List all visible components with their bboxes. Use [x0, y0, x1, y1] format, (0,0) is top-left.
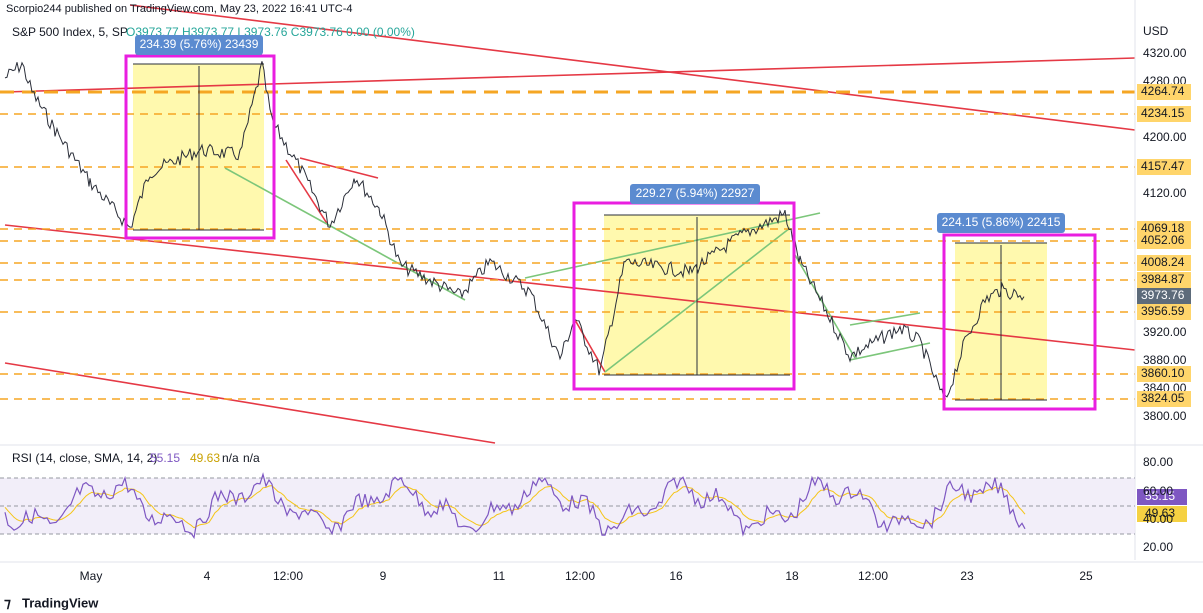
price-tick-label: 3920.00	[1143, 325, 1187, 339]
level-badge	[1137, 84, 1191, 100]
time-tick-label: 12:00	[858, 569, 888, 583]
footer-logo: TradingView	[22, 595, 99, 610]
na: n/a	[222, 451, 239, 465]
rsi-tick-label: 60.00	[1143, 484, 1173, 498]
level-label: 3956.59	[1141, 304, 1185, 318]
rsi-badge-text: 55.15	[1145, 489, 1175, 503]
rsi-label: RSI (14, close, SMA, 14, 2)	[12, 451, 157, 465]
time-tick-label: 25	[1079, 569, 1093, 583]
time-tick-label: 18	[785, 569, 799, 583]
trend-lines	[4, 4, 1136, 444]
level-badge	[1137, 391, 1191, 407]
measure-badge	[630, 184, 760, 204]
measure-badge	[937, 213, 1065, 233]
level-label: 4069.18	[1141, 221, 1185, 235]
rsi-sma-value: 49.63	[190, 451, 220, 465]
rsi-sma-badge-text: 49.63	[1145, 506, 1175, 520]
level-badge	[1137, 255, 1191, 271]
level-label: 3860.10	[1141, 366, 1185, 380]
rsi-line	[4, 472, 1026, 540]
level-label: 4008.24	[1141, 255, 1185, 269]
rsi-tick-label: 20.00	[1143, 540, 1173, 554]
level-label: 4157.47	[1141, 159, 1185, 173]
level-label: 3824.05	[1141, 391, 1185, 405]
level-badge	[1137, 304, 1191, 320]
rsi-levels	[0, 477, 1135, 535]
level-label: 4234.15	[1141, 106, 1185, 120]
measure-label: 229.27 (5.94%) 22927	[636, 186, 755, 200]
measure-arrows	[133, 63, 1047, 401]
level-badge	[1137, 272, 1191, 288]
rsi-tick-label: 40.00	[1143, 512, 1173, 526]
price-tick-label: 4200.00	[1143, 130, 1187, 144]
price-tick-label: 4320.00	[1143, 46, 1187, 60]
footer-icon: ⁊	[4, 595, 11, 611]
na: n/a	[243, 451, 260, 465]
level-badge	[1137, 106, 1191, 122]
time-tick-label: 23	[960, 569, 974, 583]
price-tick-label: 3800.00	[1143, 409, 1187, 423]
time-tick-label: 12:00	[273, 569, 303, 583]
measure-label: 234.39 (5.76%) 23439	[140, 37, 259, 51]
rsi-sma-badge	[1137, 506, 1187, 522]
rsi-value: 55.15	[150, 451, 180, 465]
level-badge	[1137, 159, 1191, 175]
time-tick-label: 12:00	[565, 569, 595, 583]
level-label: 4264.74	[1141, 84, 1185, 98]
level-badge	[1137, 288, 1191, 304]
level-badge	[1137, 366, 1191, 382]
currency: USD	[1143, 24, 1169, 38]
rsi-tick-label: 80.00	[1143, 455, 1173, 469]
time-tick-label: 9	[380, 569, 387, 583]
rsi-badge	[1137, 489, 1187, 505]
level-badge	[1137, 233, 1191, 249]
time-tick-label: 16	[669, 569, 683, 583]
level-label: 4052.06	[1141, 233, 1185, 247]
rsi-sma-line	[4, 485, 1026, 529]
price-tick-label: 4120.00	[1143, 186, 1187, 200]
level-label: 3984.87	[1141, 272, 1185, 286]
price-tick-label: 3880.00	[1143, 353, 1187, 367]
time-tick-label: 11	[493, 569, 506, 583]
measure-badge	[135, 35, 263, 55]
level-label: 3973.76	[1141, 288, 1185, 302]
price-line	[4, 61, 1025, 400]
measure-label: 224.15 (5.86%) 22415	[942, 215, 1061, 229]
publisher: Scorpio244 published on TradingView.com,…	[6, 3, 353, 15]
time-tick-label: 4	[204, 569, 211, 583]
time-tick-label: May	[80, 569, 103, 583]
symbol: S&P 500 Index, 5, SP	[12, 25, 128, 39]
